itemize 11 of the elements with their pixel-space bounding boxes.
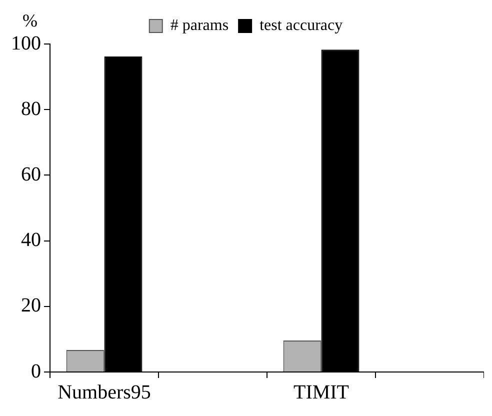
legend-label: test accuracy — [260, 17, 343, 34]
y-tick-label: 40 — [21, 229, 41, 252]
legend-label: # params — [170, 17, 229, 34]
y-tick-label: 0 — [31, 360, 41, 382]
y-tick-label: 80 — [21, 98, 41, 120]
y-tick-label: 60 — [21, 163, 41, 186]
y-tick-label: 100 — [11, 32, 41, 54]
y-axis-title: % — [22, 10, 38, 31]
x-tick-label: Numbers95 — [58, 381, 151, 404]
x-tick-label: TIMIT — [293, 381, 350, 404]
y-tick-label: 20 — [21, 294, 41, 317]
